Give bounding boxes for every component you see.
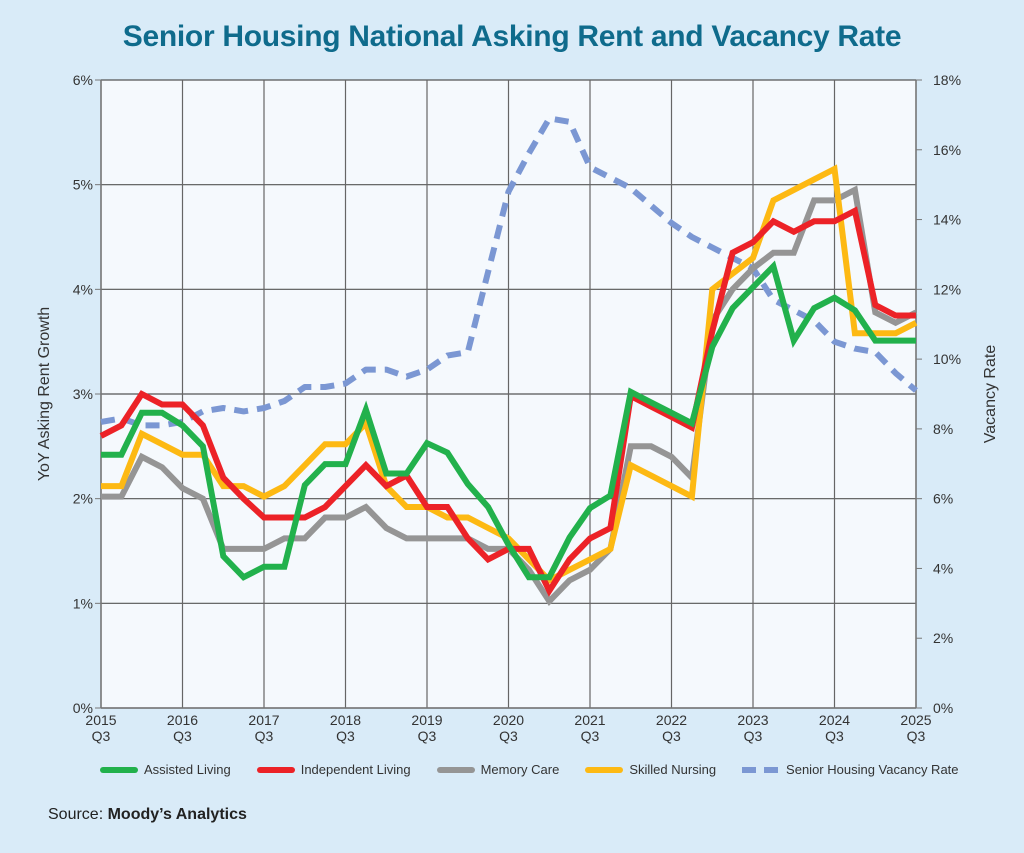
x-tick-label-quarter: Q3 [92, 728, 111, 744]
x-tick-label-year: 2016 [167, 712, 198, 728]
x-tick-label-year: 2023 [737, 712, 768, 728]
x-tick-label-quarter: Q3 [907, 728, 926, 744]
chart-title: Senior Housing National Asking Rent and … [122, 20, 902, 53]
source-label: Source: [48, 806, 104, 823]
legend-label: Senior Housing Vacancy Rate [786, 762, 959, 777]
y2-tick-label: 4% [933, 560, 953, 576]
y-tick-label: 1% [73, 595, 93, 611]
x-tick-label-year: 2025 [900, 712, 931, 728]
legend-swatch [100, 766, 138, 773]
x-tick-label-quarter: Q3 [173, 728, 192, 744]
x-tick-label-quarter: Q3 [336, 728, 355, 744]
x-tick-label-quarter: Q3 [418, 728, 437, 744]
x-tick-label-year: 2021 [574, 712, 605, 728]
x-tick-label-year: 2015 [85, 712, 116, 728]
legend-swatch [742, 766, 781, 773]
y2-tick-label: 14% [933, 212, 961, 228]
legend-item-senior-housing-vacancy-rate: Senior Housing Vacancy Rate [742, 762, 959, 777]
y2-tick-label: 16% [933, 142, 961, 158]
source-name: Moody’s Analytics [107, 806, 247, 823]
legend-label: Memory Care [480, 762, 560, 777]
legend-label: Assisted Living [144, 762, 231, 777]
y-axis-title: YoY Asking Rent Growth [36, 307, 53, 481]
legend-item-skilled-nursing: Skilled Nursing [585, 762, 716, 777]
chart-svg: 0% 1% 2% 3% 4% 5% 6% 0% 2% 4% 6% 8% 10% 12% 14% 16% 18% 2… [36, 72, 999, 744]
x-tick-label-quarter: Q3 [499, 728, 518, 744]
series-group [99, 115, 918, 606]
legend-item-independent-living: Independent Living [256, 762, 411, 777]
y-tick-label: 3% [73, 386, 93, 402]
legend-label: Skilled Nursing [629, 762, 717, 777]
x-tick-label-year: 2017 [248, 712, 279, 728]
x-tick-label-year: 2022 [656, 712, 687, 728]
x-tick-label-year: 2020 [493, 712, 524, 728]
legend-swatch [436, 766, 475, 773]
x-tick-label-quarter: Q3 [255, 728, 274, 744]
x-tick-label-quarter: Q3 [662, 728, 681, 744]
x-tick-label-year: 2024 [819, 712, 850, 728]
y2-tick-label: 8% [933, 421, 953, 437]
y2-axis-title: Vacancy Rate [982, 345, 999, 444]
legend: Assisted Living Independent Living Memory … [100, 762, 959, 777]
y-tick-label: 6% [73, 72, 93, 88]
y-tick-label: 2% [73, 491, 93, 507]
axes: 0% 1% 2% 3% 4% 5% 6% 0% 2% 4% 6% 8% 10% 12% 14% 16% 18% 2… [73, 72, 961, 744]
y2-tick-label: 12% [933, 281, 961, 297]
y2-tick-label: 2% [933, 630, 953, 646]
y2-tick-label: 18% [933, 72, 961, 88]
y-tick-label: 0% [73, 700, 93, 716]
y-tick-label: 4% [73, 281, 93, 297]
x-tick-label-quarter: Q3 [825, 728, 844, 744]
legend-swatch [256, 766, 295, 773]
y2-tick-label: 6% [933, 491, 953, 507]
x-tick-label-year: 2019 [411, 712, 442, 728]
x-tick-label-quarter: Q3 [744, 728, 763, 744]
x-tick-label-quarter: Q3 [581, 728, 600, 744]
y-tick-label: 5% [73, 177, 93, 193]
y2-tick-label: 0% [933, 700, 953, 716]
legend-swatch [585, 766, 624, 773]
legend-item-assisted-living: Assisted Living [100, 762, 231, 777]
legend-label: Independent Living [300, 762, 411, 777]
source-note: Source: Moody’s Analytics [48, 806, 247, 824]
x-tick-label-year: 2018 [330, 712, 361, 728]
y2-tick-label: 10% [933, 351, 961, 367]
legend-item-memory-care: Memory Care [436, 762, 560, 777]
